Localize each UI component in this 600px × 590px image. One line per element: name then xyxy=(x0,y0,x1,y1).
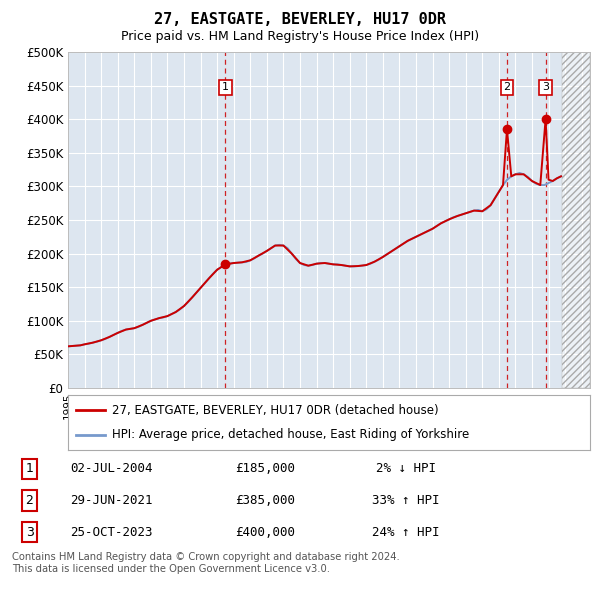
Text: 1: 1 xyxy=(222,82,229,92)
Text: £400,000: £400,000 xyxy=(235,526,295,539)
Text: 02-JUL-2004: 02-JUL-2004 xyxy=(71,463,153,476)
Bar xyxy=(562,52,590,388)
Text: 33% ↑ HPI: 33% ↑ HPI xyxy=(372,494,440,507)
Text: 27, EASTGATE, BEVERLEY, HU17 0DR: 27, EASTGATE, BEVERLEY, HU17 0DR xyxy=(154,12,446,27)
Text: 1: 1 xyxy=(26,463,34,476)
Text: Price paid vs. HM Land Registry's House Price Index (HPI): Price paid vs. HM Land Registry's House … xyxy=(121,30,479,43)
Text: HPI: Average price, detached house, East Riding of Yorkshire: HPI: Average price, detached house, East… xyxy=(112,428,470,441)
Text: 2% ↓ HPI: 2% ↓ HPI xyxy=(376,463,436,476)
Text: 2: 2 xyxy=(26,494,34,507)
Text: 27, EASTGATE, BEVERLEY, HU17 0DR (detached house): 27, EASTGATE, BEVERLEY, HU17 0DR (detach… xyxy=(112,404,439,417)
Text: £185,000: £185,000 xyxy=(235,463,295,476)
Text: Contains HM Land Registry data © Crown copyright and database right 2024.
This d: Contains HM Land Registry data © Crown c… xyxy=(12,552,400,573)
Text: 25-OCT-2023: 25-OCT-2023 xyxy=(71,526,153,539)
Text: 24% ↑ HPI: 24% ↑ HPI xyxy=(372,526,440,539)
Text: 3: 3 xyxy=(542,82,549,92)
Bar xyxy=(562,52,590,388)
Text: 3: 3 xyxy=(26,526,34,539)
Text: 2: 2 xyxy=(503,82,511,92)
Text: 29-JUN-2021: 29-JUN-2021 xyxy=(71,494,153,507)
Text: £385,000: £385,000 xyxy=(235,494,295,507)
